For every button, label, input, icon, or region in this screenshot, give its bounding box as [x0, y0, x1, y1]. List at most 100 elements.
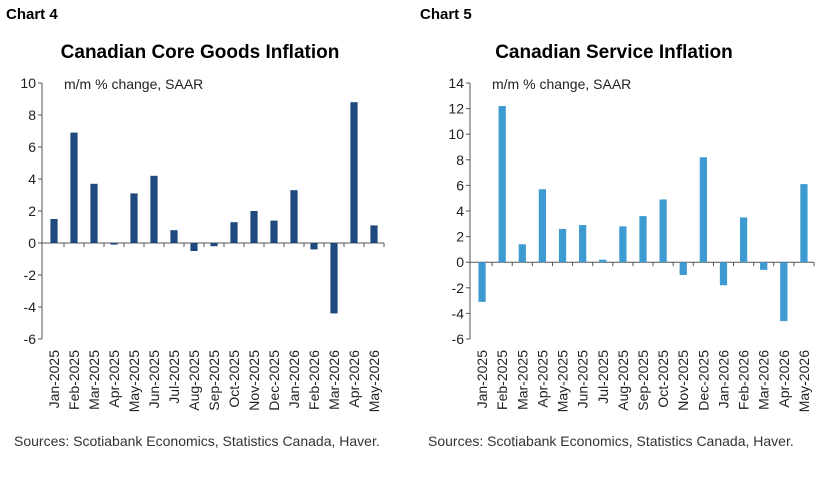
bar: [310, 243, 318, 250]
bar: [659, 199, 667, 263]
x-tick-label: Oct-2025: [226, 350, 242, 408]
bar: [50, 219, 58, 243]
y-tick-label: -2: [24, 267, 37, 283]
bar: [478, 262, 486, 302]
x-tick-label: Feb-2026: [736, 350, 752, 410]
x-tick-label: Aug-2025: [186, 350, 202, 411]
x-tick-label: Aug-2025: [615, 350, 631, 411]
y-tick-label: 4: [28, 171, 36, 187]
chart-panel-core-goods: Chart 4 Canadian Core Goods Inflation m/…: [6, 6, 385, 449]
bar: [70, 132, 78, 243]
bar: [230, 222, 238, 243]
y-tick-label: -6: [452, 331, 465, 347]
x-tick-label: Nov-2025: [675, 350, 691, 411]
chart-title: Canadian Service Inflation: [495, 42, 733, 63]
x-tick-label: Feb-2025: [494, 350, 510, 410]
bar: [270, 220, 278, 243]
x-tick-label: Jan-2025: [474, 350, 490, 409]
x-tick-label: Mar-2025: [514, 350, 530, 410]
bar: [498, 106, 506, 263]
bar: [599, 259, 607, 263]
x-tick-label: Sep-2025: [206, 350, 222, 411]
y-tick-label: 6: [456, 177, 464, 193]
x-tick-label: May-2025: [126, 350, 142, 412]
chart-subtitle: m/m % change, SAAR: [64, 76, 203, 92]
y-tick-label: -4: [24, 299, 37, 315]
chart-number-label: Chart 4: [6, 6, 58, 23]
x-tick-label: May-2025: [555, 350, 571, 412]
chart-subtitle: m/m % change, SAAR: [492, 76, 631, 92]
x-tick-label: Mar-2026: [756, 350, 772, 410]
x-tick-label: Dec-2025: [266, 350, 282, 411]
x-tick-label: Feb-2026: [306, 350, 322, 410]
x-tick-label: Jan-2026: [286, 350, 302, 409]
x-tick-label: Apr-2025: [106, 350, 122, 408]
bar: [679, 262, 687, 275]
bar-chart-services: m/m % change, SAAR -6 -4 -2 0 2 4 6 8 10 12 14 Jan-2…: [448, 75, 815, 412]
y-tick-label: 6: [28, 139, 36, 155]
x-tick-label: Nov-2025: [246, 350, 262, 411]
bar: [760, 262, 768, 270]
bar: [558, 228, 567, 263]
bar: [579, 225, 587, 263]
bar: [739, 217, 748, 263]
y-tick-label: 4: [456, 203, 464, 219]
bar: [290, 190, 298, 243]
bar: [350, 102, 358, 243]
y-tick-label: 12: [448, 101, 464, 117]
y-tick-label: 14: [448, 75, 464, 91]
x-tick-label: Oct-2025: [655, 350, 671, 408]
y-tick-label: 10: [448, 126, 464, 142]
bar: [719, 262, 728, 286]
x-tick-label: Jun-2025: [575, 350, 591, 409]
bar: [639, 216, 647, 263]
y-tick-label: 0: [456, 254, 464, 270]
bar: [190, 243, 198, 251]
x-tick-label: Apr-2025: [534, 350, 550, 408]
y-tick-label: -6: [24, 331, 37, 347]
bar: [518, 244, 526, 263]
y-tick-label: -4: [452, 305, 465, 321]
x-tick-label: Apr-2026: [776, 350, 792, 408]
y-tick-label: 8: [456, 152, 464, 168]
bar: [619, 226, 627, 263]
y-tick-label: 8: [28, 107, 36, 123]
x-tick-label: May-2026: [796, 350, 812, 412]
chart-number-label: Chart 5: [420, 6, 472, 23]
x-tick-label: Apr-2026: [346, 350, 362, 408]
bar: [330, 243, 338, 314]
bar: [90, 183, 98, 243]
x-tick-label: Mar-2026: [326, 350, 342, 410]
bar: [170, 230, 178, 243]
y-tick-label: 10: [20, 75, 36, 91]
bar: [800, 184, 808, 263]
x-tick-label: Jan-2026: [715, 350, 731, 409]
bar: [538, 189, 547, 263]
bar: [210, 243, 218, 247]
x-tick-label: Dec-2025: [695, 350, 711, 411]
chart-title: Canadian Core Goods Inflation: [60, 42, 340, 63]
x-tick-label: Sep-2025: [635, 350, 651, 411]
sources-note: Sources: Scotiabank Economics, Statistic…: [14, 433, 380, 449]
x-tick-label: Jan-2025: [46, 350, 62, 409]
x-tick-label: Jul-2025: [166, 350, 182, 404]
bar: [150, 175, 158, 243]
x-tick-label: May-2026: [366, 350, 382, 412]
y-tick-label: 0: [28, 235, 36, 251]
bar: [370, 225, 378, 243]
x-tick-label: Jul-2025: [595, 350, 611, 404]
chart-panel-services: Chart 5 Canadian Service Inflation m/m %…: [414, 0, 828, 482]
y-tick-label: 2: [456, 229, 464, 245]
sources-note: Sources: Scotiabank Economics, Statistic…: [428, 433, 794, 449]
x-tick-label: Jun-2025: [146, 350, 162, 409]
bar: [699, 157, 707, 263]
x-tick-label: Mar-2025: [86, 350, 102, 410]
bar: [250, 211, 258, 243]
bar: [110, 243, 118, 245]
y-tick-label: -2: [452, 280, 465, 296]
bar: [130, 193, 138, 243]
bar: [780, 262, 788, 322]
y-tick-label: 2: [28, 203, 36, 219]
x-tick-label: Feb-2025: [66, 350, 82, 410]
